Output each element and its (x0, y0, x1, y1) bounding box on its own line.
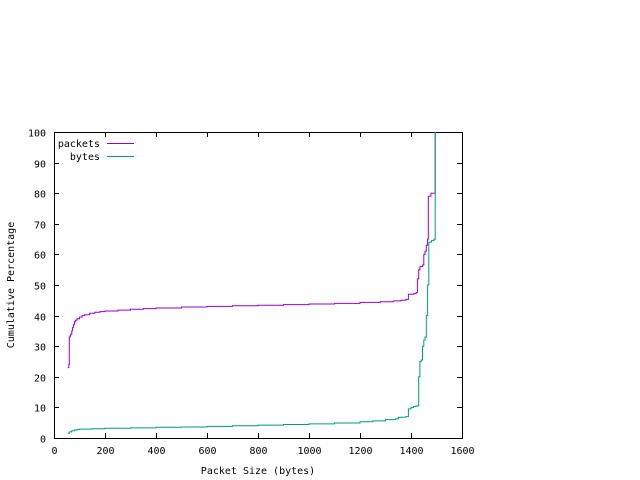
legend-label-bytes: bytes (70, 152, 100, 163)
y-tick-label: 20 (34, 374, 46, 385)
x-tick-label: 200 (96, 446, 114, 457)
y-tick-label: 60 (34, 251, 46, 262)
y-axis-label: Cumulative Percentage (6, 222, 17, 348)
y-tick-label: 40 (34, 313, 46, 324)
x-tick-label: 800 (249, 446, 267, 457)
x-tick-label: 1400 (399, 446, 423, 457)
y-tick-label: 100 (28, 129, 46, 140)
x-tick-label: 600 (198, 446, 216, 457)
x-axis-ticks: 0 200 400 600 800 1000 1200 1400 1600 (51, 132, 475, 457)
y-tick-label: 30 (34, 343, 46, 354)
series-line-bytes (67, 132, 436, 434)
x-axis-label: Packet Size (bytes) (201, 466, 315, 477)
y-tick-label: 50 (34, 282, 46, 293)
x-tick-label: 1600 (450, 446, 474, 457)
y-axis-ticks: 0 10 20 30 40 50 60 70 80 90 100 (28, 129, 462, 446)
legend: packets bytes (58, 139, 134, 163)
series-lines (67, 132, 436, 434)
series-line-packets (67, 132, 436, 369)
x-tick-label: 0 (51, 446, 57, 457)
y-tick-label: 10 (34, 404, 46, 415)
plot-area-frame (54, 132, 463, 439)
x-tick-label: 1200 (348, 446, 372, 457)
y-tick-label: 0 (40, 435, 46, 446)
x-tick-label: 1000 (297, 446, 321, 457)
x-tick-label: 400 (147, 446, 165, 457)
y-tick-label: 90 (34, 160, 46, 171)
y-tick-label: 70 (34, 221, 46, 232)
y-tick-label: 80 (34, 190, 46, 201)
legend-label-packets: packets (58, 139, 100, 150)
